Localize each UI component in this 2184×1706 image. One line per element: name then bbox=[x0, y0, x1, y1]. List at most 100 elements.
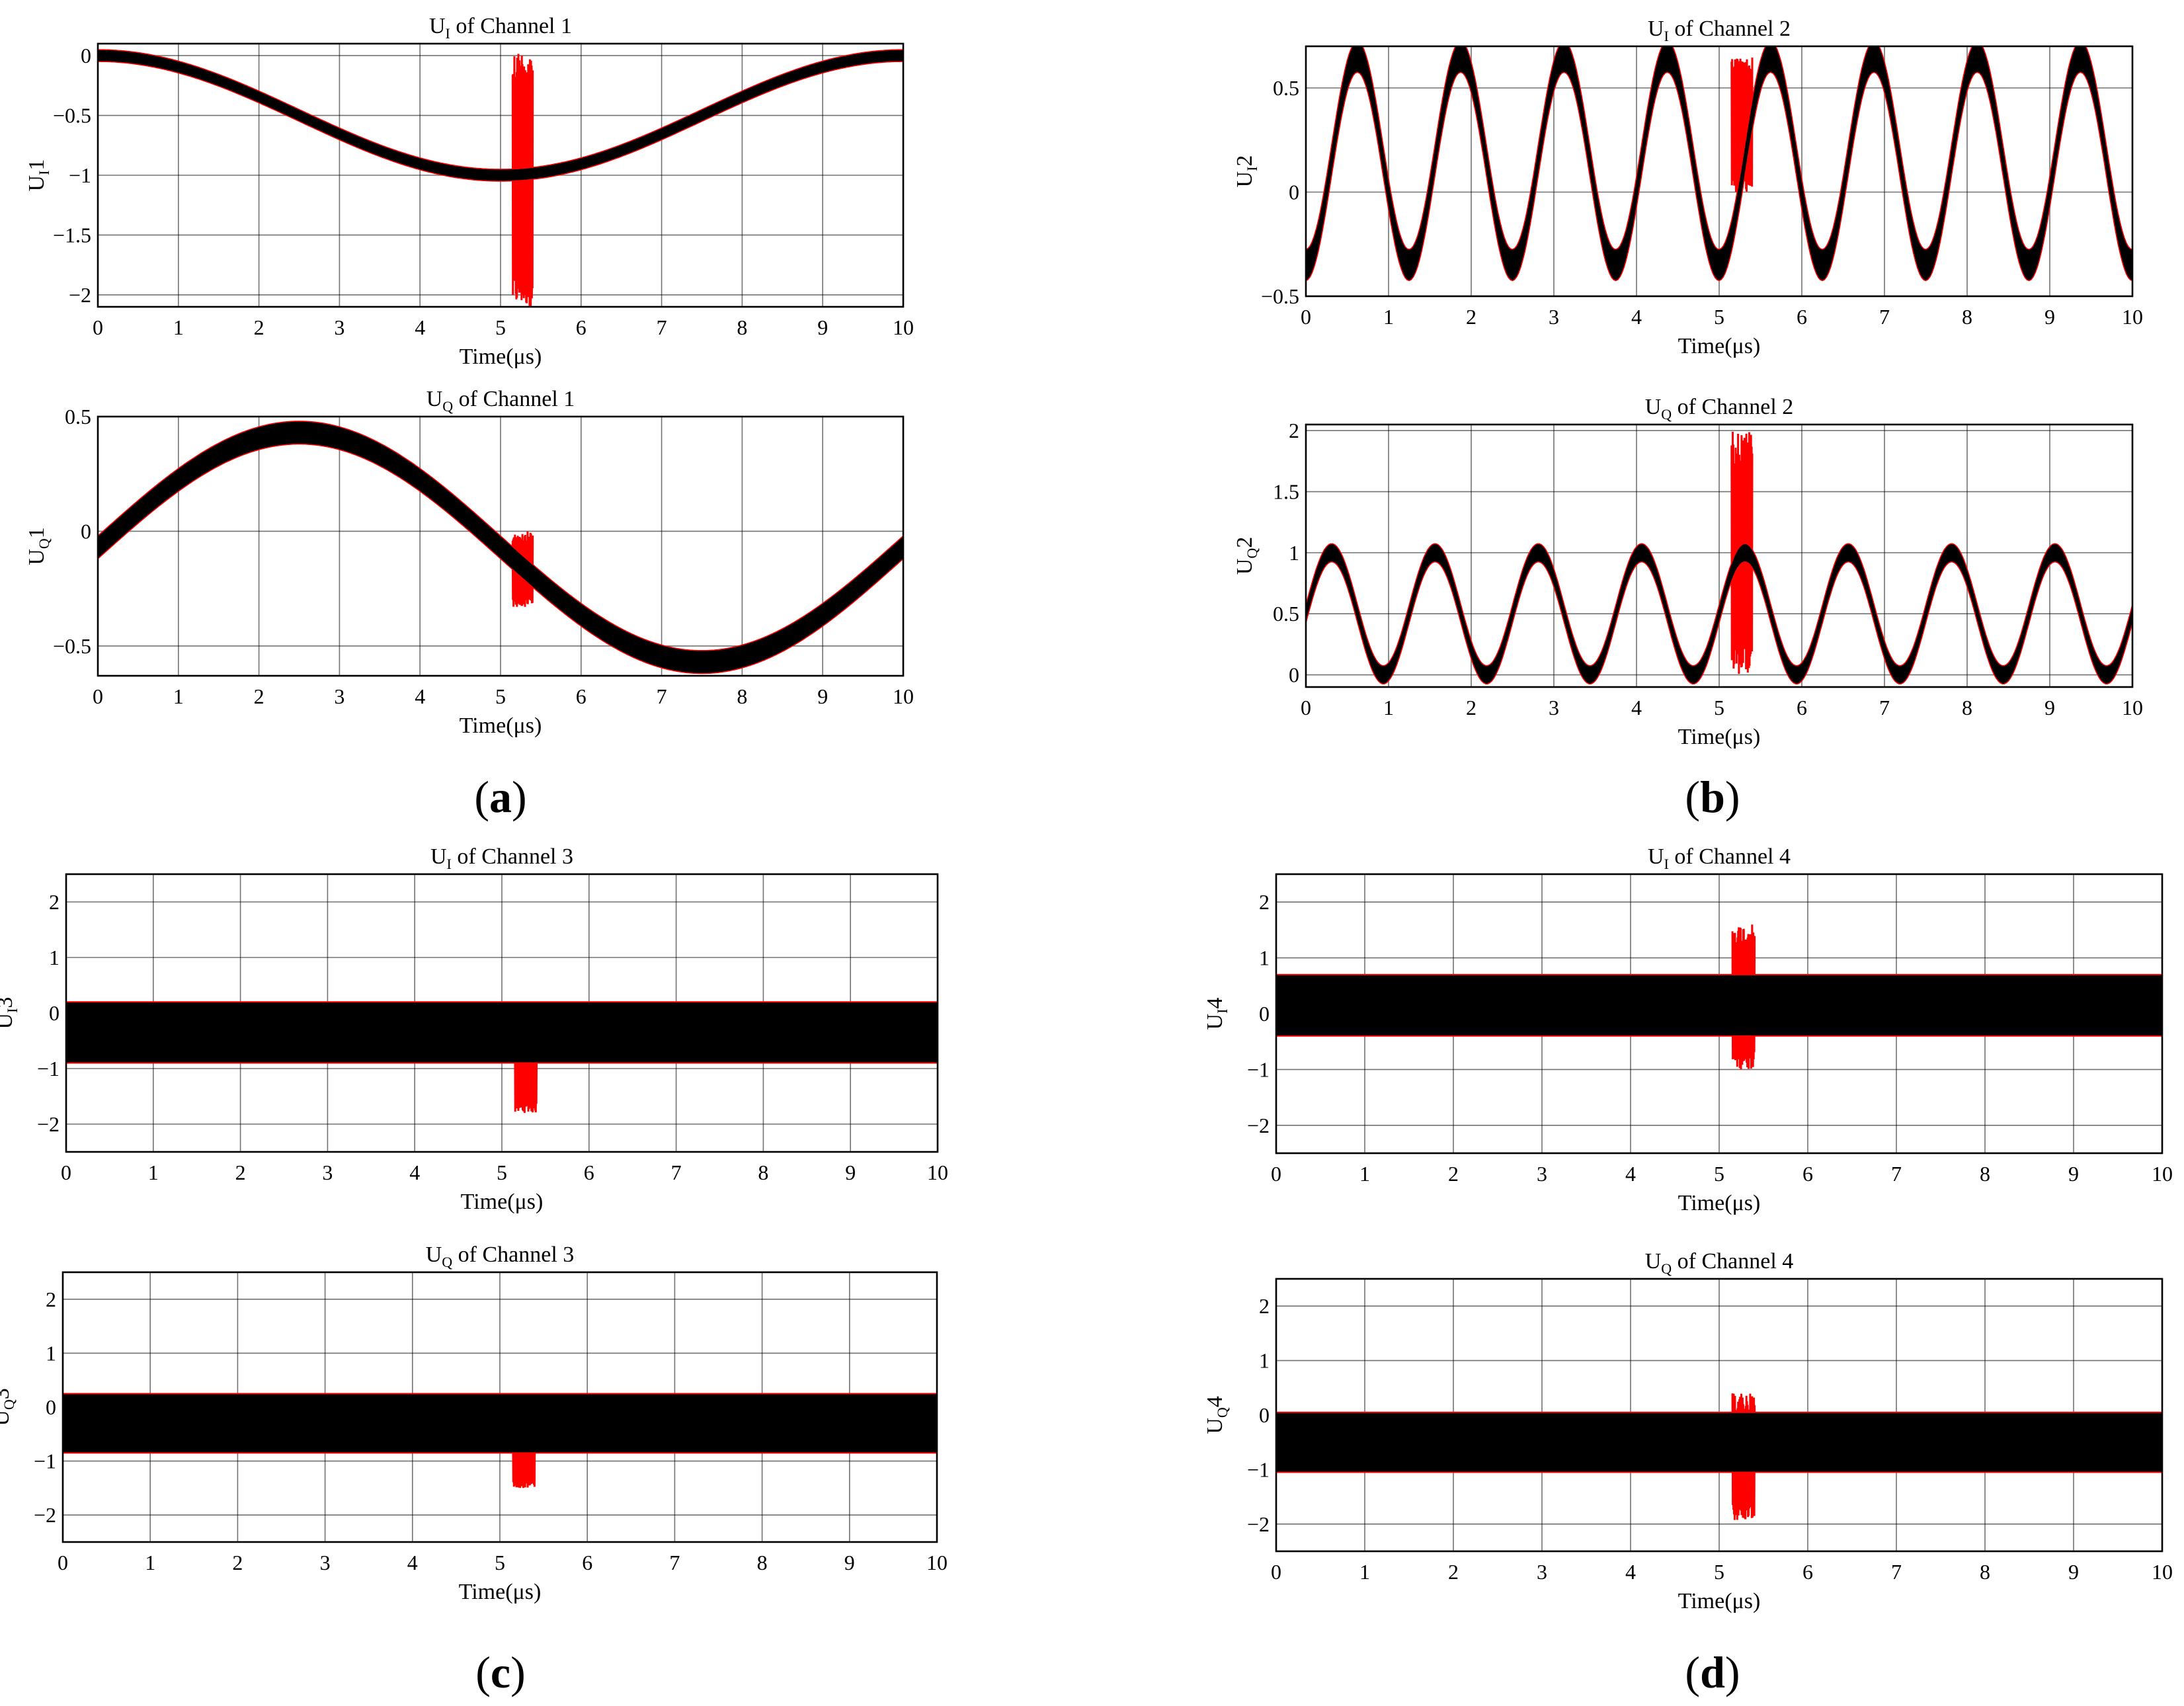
y-tick-label: 2 bbox=[1289, 419, 1299, 442]
signal-band bbox=[1276, 973, 2162, 1037]
y-axis-label: UQ1 bbox=[24, 527, 52, 565]
panel-labels-layer: (a) (b) (c) (d) bbox=[474, 772, 1740, 1697]
x-tick-label: 3 bbox=[1537, 1162, 1547, 1186]
x-tick-label: 9 bbox=[2068, 1560, 2079, 1584]
plot-frame bbox=[1275, 873, 2164, 1155]
x-tick-label: 6 bbox=[1797, 696, 1807, 719]
x-tick-label: 7 bbox=[1891, 1560, 1902, 1584]
y-axis-label-rest: 4 bbox=[1203, 1396, 1227, 1407]
chart-title-sub: I bbox=[1664, 28, 1669, 44]
y-axis-label: UI2 bbox=[1233, 155, 1260, 188]
chart-title-sub: I bbox=[1664, 856, 1669, 872]
x-tick-label: 9 bbox=[845, 1160, 856, 1184]
x-tick-label: 7 bbox=[1879, 305, 1890, 329]
chart-title: UQ of Channel 1 bbox=[426, 387, 575, 415]
chart-title-rest: of Channel 1 bbox=[453, 387, 575, 411]
y-tick-label: −0.5 bbox=[53, 634, 91, 658]
chart-title-main: U bbox=[1648, 844, 1664, 869]
x-tick-label: 4 bbox=[415, 315, 425, 339]
plot-frame bbox=[1305, 423, 2134, 688]
x-tick-label: 10 bbox=[926, 1551, 948, 1574]
chart-title-main: U bbox=[429, 14, 446, 38]
chart-title-sub: I bbox=[446, 25, 450, 42]
y-axis-label-main: U bbox=[1233, 559, 1257, 575]
burst-trace bbox=[514, 1041, 538, 1114]
plot-data bbox=[66, 1001, 938, 1114]
x-tick-label: 1 bbox=[173, 684, 184, 708]
x-tick-label: 1 bbox=[1359, 1560, 1370, 1584]
x-tick-label: 7 bbox=[1891, 1162, 1902, 1186]
y-axis-label-sub: I bbox=[1244, 167, 1260, 171]
y-tick-label: 2 bbox=[49, 890, 60, 914]
y-axis-label-rest: 2 bbox=[1233, 155, 1257, 167]
x-axis-label: Time(μs) bbox=[460, 345, 542, 369]
x-tick-label: 9 bbox=[2044, 305, 2055, 329]
x-tick-label: 8 bbox=[757, 1551, 768, 1574]
x-tick-label: 4 bbox=[1625, 1560, 1636, 1584]
signal-band bbox=[66, 1001, 938, 1064]
x-tick-label: 1 bbox=[145, 1551, 155, 1574]
x-tick-label: 8 bbox=[1962, 305, 1972, 329]
x-tick-label: 3 bbox=[322, 1160, 333, 1184]
plot-frame bbox=[97, 415, 905, 677]
x-tick-label: 0 bbox=[93, 315, 103, 339]
x-tick-label: 8 bbox=[1980, 1162, 1990, 1186]
y-tick-label: −1 bbox=[1247, 1057, 1270, 1081]
y-tick-label: −2 bbox=[37, 1112, 60, 1136]
y-tick-label: −2 bbox=[1247, 1512, 1270, 1536]
x-tick-label: 7 bbox=[657, 684, 667, 708]
y-tick-label: −2 bbox=[69, 283, 91, 307]
x-tick-label: 0 bbox=[1301, 305, 1311, 329]
y-axis-label-rest: 3 bbox=[0, 997, 17, 1008]
y-tick-label: −0.5 bbox=[53, 104, 91, 128]
chart-title-rest: of Channel 4 bbox=[1669, 844, 1791, 869]
x-tick-label: 8 bbox=[1962, 696, 1972, 719]
x-tick-label: 0 bbox=[61, 1160, 71, 1184]
chart-title: UI of Channel 1 bbox=[429, 14, 572, 42]
x-tick-label: 1 bbox=[1383, 305, 1394, 329]
x-tick-label: 6 bbox=[576, 684, 586, 708]
y-axis-label-rest: 3 bbox=[0, 1388, 14, 1399]
x-tick-label: 2 bbox=[1466, 305, 1476, 329]
chart-title: UI of Channel 3 bbox=[430, 844, 573, 872]
plot-data bbox=[1306, 431, 2132, 684]
y-tick-label: 1 bbox=[1259, 946, 1270, 970]
y-axis-label: UQ2 bbox=[1233, 537, 1260, 575]
y-axis-label: UQ3 bbox=[0, 1388, 17, 1426]
chart-title: UQ of Channel 4 bbox=[1645, 1249, 1794, 1277]
x-tick-label: 9 bbox=[2044, 696, 2055, 719]
plot-data bbox=[63, 1393, 937, 1488]
chart-title-sub: Q bbox=[1661, 406, 1672, 423]
y-tick-label: 2 bbox=[1259, 890, 1270, 914]
chart-title-main: U bbox=[426, 387, 443, 411]
y-tick-label: −0.5 bbox=[1261, 284, 1299, 308]
x-tick-label: 10 bbox=[893, 315, 914, 339]
y-tick-label: −1 bbox=[34, 1449, 56, 1473]
x-tick-label: 0 bbox=[58, 1551, 68, 1574]
y-tick-label: −2 bbox=[34, 1503, 56, 1527]
y-tick-label: 0 bbox=[81, 44, 91, 67]
y-tick-label: 1 bbox=[1289, 541, 1299, 565]
y-axis-label: UI3 bbox=[0, 997, 20, 1030]
x-tick-label: 6 bbox=[584, 1160, 594, 1184]
x-tick-label: 0 bbox=[1271, 1162, 1281, 1186]
y-tick-label: 0 bbox=[46, 1395, 56, 1419]
chart-title-main: U bbox=[430, 844, 447, 869]
x-tick-label: 10 bbox=[2122, 305, 2143, 329]
chart-title-rest: of Channel 3 bbox=[452, 1242, 574, 1267]
y-tick-label: 0 bbox=[49, 1001, 60, 1025]
signal-band bbox=[1306, 46, 2132, 282]
chart-title-main: U bbox=[1648, 17, 1664, 41]
x-axis-label: Time(μs) bbox=[1678, 725, 1761, 749]
x-tick-label: 5 bbox=[495, 1551, 505, 1574]
x-tick-label: 3 bbox=[1537, 1560, 1547, 1584]
y-axis-label: UI1 bbox=[24, 159, 52, 192]
x-tick-label: 5 bbox=[495, 315, 506, 339]
plot-data bbox=[1276, 1393, 2162, 1520]
y-axis-label-main: U bbox=[1203, 1418, 1227, 1434]
plot-frame bbox=[61, 1271, 938, 1543]
panel-label-b: (b) bbox=[1685, 772, 1740, 822]
chart-title-rest: of Channel 1 bbox=[450, 14, 572, 38]
